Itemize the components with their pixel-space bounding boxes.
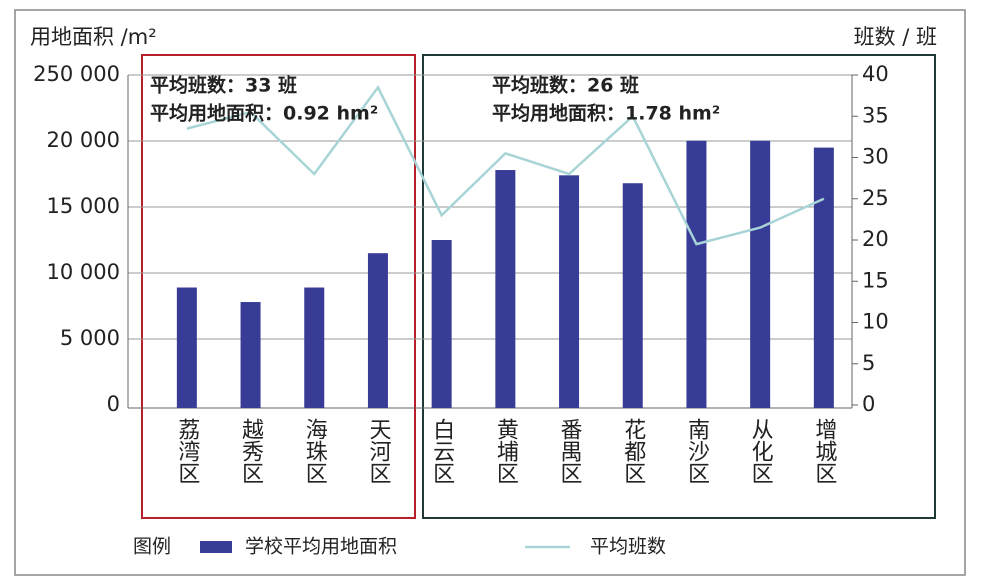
y2-tick-label: 0 <box>862 392 875 416</box>
x-tick-label: 荔湾区 <box>174 418 200 484</box>
y2-tick-label: 40 <box>862 62 889 86</box>
annotation: 平均用地面积：1.78 hm² <box>492 102 720 125</box>
bar <box>813 147 834 408</box>
y-tick-label: 5 000 <box>60 326 120 350</box>
x-tick-label: 从化区 <box>748 418 774 484</box>
legend-swatch <box>200 541 232 553</box>
legend-label: 平均班数 <box>590 536 666 558</box>
y2-tick-label: 35 <box>862 103 889 127</box>
x-tick-label: 白云区 <box>429 418 454 484</box>
group-box <box>141 54 416 519</box>
y-tick-label: 250 000 <box>33 62 120 86</box>
y-tick-label: 20 000 <box>47 128 120 152</box>
bar <box>622 183 643 408</box>
bar <box>495 170 516 408</box>
x-tick-label: 越秀区 <box>238 418 264 484</box>
y2-axis-label: 班数 / 班 <box>854 25 937 49</box>
bar <box>686 140 707 408</box>
legend-label: 学校平均用地面积 <box>245 536 397 558</box>
bar <box>304 287 325 408</box>
legend-title: 图例 <box>133 536 171 558</box>
y2-tick-label: 15 <box>862 268 889 292</box>
x-tick-label: 番禺区 <box>557 418 583 484</box>
annotation: 平均班数：33 班 <box>150 74 297 97</box>
bar <box>431 240 452 408</box>
frame <box>14 9 966 576</box>
y2-tick-label: 20 <box>862 227 889 251</box>
line <box>186 84 825 246</box>
annotation: 平均用地面积：0.92 hm² <box>150 102 378 125</box>
x-tick-label: 南沙区 <box>684 418 710 484</box>
bar <box>367 253 388 408</box>
x-tick-label: 花都区 <box>620 418 646 484</box>
bar <box>176 287 197 408</box>
bar <box>559 175 580 408</box>
bar <box>750 140 771 408</box>
y-tick-label: 0 <box>107 392 120 416</box>
x-tick-label: 海珠区 <box>302 418 328 484</box>
x-tick-label: 增城区 <box>811 418 837 484</box>
y2-tick-label: 30 <box>862 145 889 169</box>
y-axis-label: 用地面积 /m² <box>30 25 157 49</box>
y-tick-label: 15 000 <box>47 194 120 218</box>
annotation: 平均班数：26 班 <box>492 74 639 97</box>
x-tick-label: 黄埔区 <box>493 418 519 484</box>
y-tick-label: 10 000 <box>47 260 120 284</box>
y2-tick-label: 25 <box>862 186 889 210</box>
y2-tick-label: 10 <box>862 310 889 334</box>
x-tick-label: 天河区 <box>365 418 391 484</box>
y2-tick-label: 5 <box>862 351 875 375</box>
group-box <box>422 54 936 519</box>
bar <box>240 302 261 408</box>
